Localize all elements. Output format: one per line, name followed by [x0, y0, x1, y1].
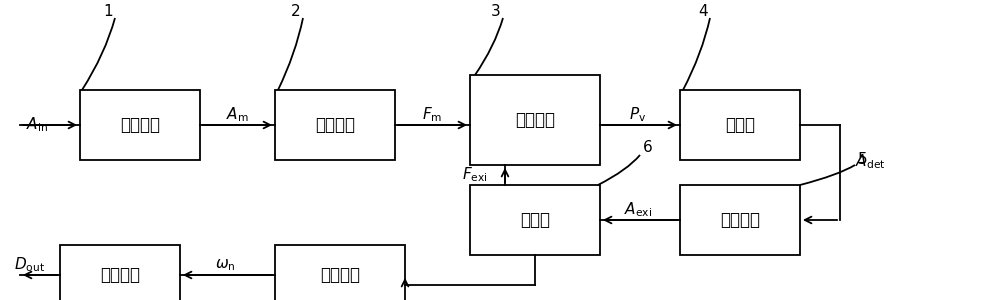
- Text: 4: 4: [698, 4, 708, 20]
- Text: $A_\mathrm{m}$: $A_\mathrm{m}$: [226, 106, 248, 124]
- Text: 驱动电路: 驱动电路: [120, 116, 160, 134]
- Text: 6: 6: [643, 140, 653, 155]
- Bar: [275, 90, 395, 160]
- Bar: [680, 185, 800, 255]
- Bar: [275, 245, 405, 300]
- Text: $A_\mathrm{det}$: $A_\mathrm{det}$: [855, 153, 886, 171]
- Text: $D_\mathrm{out}$: $D_\mathrm{out}$: [14, 256, 45, 274]
- Text: 调制机构: 调制机构: [315, 116, 355, 134]
- Bar: [60, 245, 180, 300]
- Text: 5: 5: [858, 152, 868, 167]
- Bar: [470, 185, 600, 255]
- Text: 测频电路: 测频电路: [320, 266, 360, 284]
- Text: $A_\mathrm{in}$: $A_\mathrm{in}$: [26, 116, 48, 134]
- Text: 3: 3: [491, 4, 501, 20]
- Text: $\omega_\mathrm{n}$: $\omega_\mathrm{n}$: [215, 257, 235, 273]
- Text: $P_\mathrm{v}$: $P_\mathrm{v}$: [629, 106, 647, 124]
- Text: 2: 2: [291, 4, 301, 20]
- Text: 拾振器: 拾振器: [725, 116, 755, 134]
- Text: $A_\mathrm{exi}$: $A_\mathrm{exi}$: [624, 201, 652, 219]
- Text: $F_\mathrm{m}$: $F_\mathrm{m}$: [422, 106, 442, 124]
- Text: 石墨烯梁: 石墨烯梁: [515, 111, 555, 129]
- Text: 反馈电路: 反馈电路: [720, 211, 760, 229]
- Text: 1: 1: [103, 4, 113, 20]
- Bar: [680, 90, 800, 160]
- Text: 解算装置: 解算装置: [100, 266, 140, 284]
- Text: $F_\mathrm{exi}$: $F_\mathrm{exi}$: [462, 166, 488, 184]
- Bar: [80, 90, 200, 160]
- Bar: [470, 75, 600, 165]
- Text: 激振器: 激振器: [520, 211, 550, 229]
